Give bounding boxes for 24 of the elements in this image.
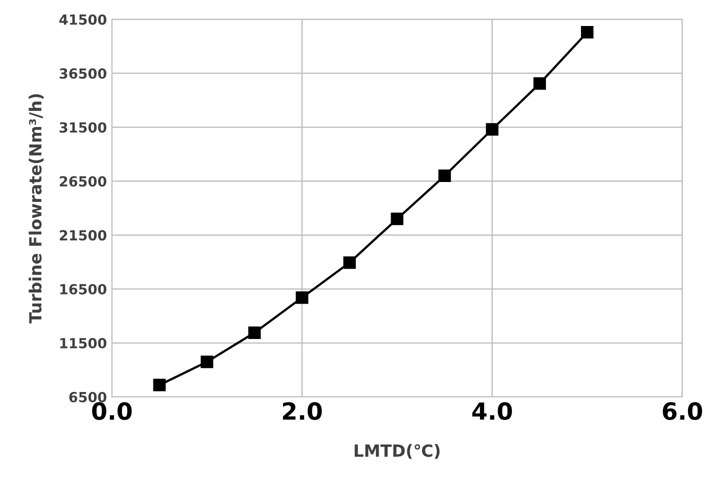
x-tick-label: 0.0 [92, 402, 132, 420]
x-tick-label: 2.0 [282, 402, 322, 420]
y-tick-label: 21500 [60, 230, 106, 241]
y-tick-label: 31500 [60, 122, 106, 133]
y-tick-label: 41500 [59, 14, 106, 25]
point [486, 123, 498, 136]
y-tick-label: 16500 [60, 284, 106, 294]
point [200, 356, 214, 368]
y-axis-title: Turbine Flowrate(Nm³/h) [28, 94, 44, 324]
point [390, 212, 404, 226]
point [438, 170, 451, 182]
point [153, 378, 166, 392]
y-tick-label: 6500 [69, 392, 106, 402]
point [248, 326, 261, 339]
point [580, 26, 594, 39]
y-tick-label: 26500 [60, 176, 106, 187]
point [343, 256, 356, 269]
y-tick-label: 36500 [60, 68, 106, 79]
point [533, 77, 546, 90]
point [296, 291, 308, 304]
x-tick-label: 4.0 [472, 402, 512, 420]
x-axis-title: LMTD(℃) [354, 444, 440, 459]
y-tick-label: 11500 [60, 338, 106, 348]
x-tick-label: 6.0 [662, 402, 702, 420]
